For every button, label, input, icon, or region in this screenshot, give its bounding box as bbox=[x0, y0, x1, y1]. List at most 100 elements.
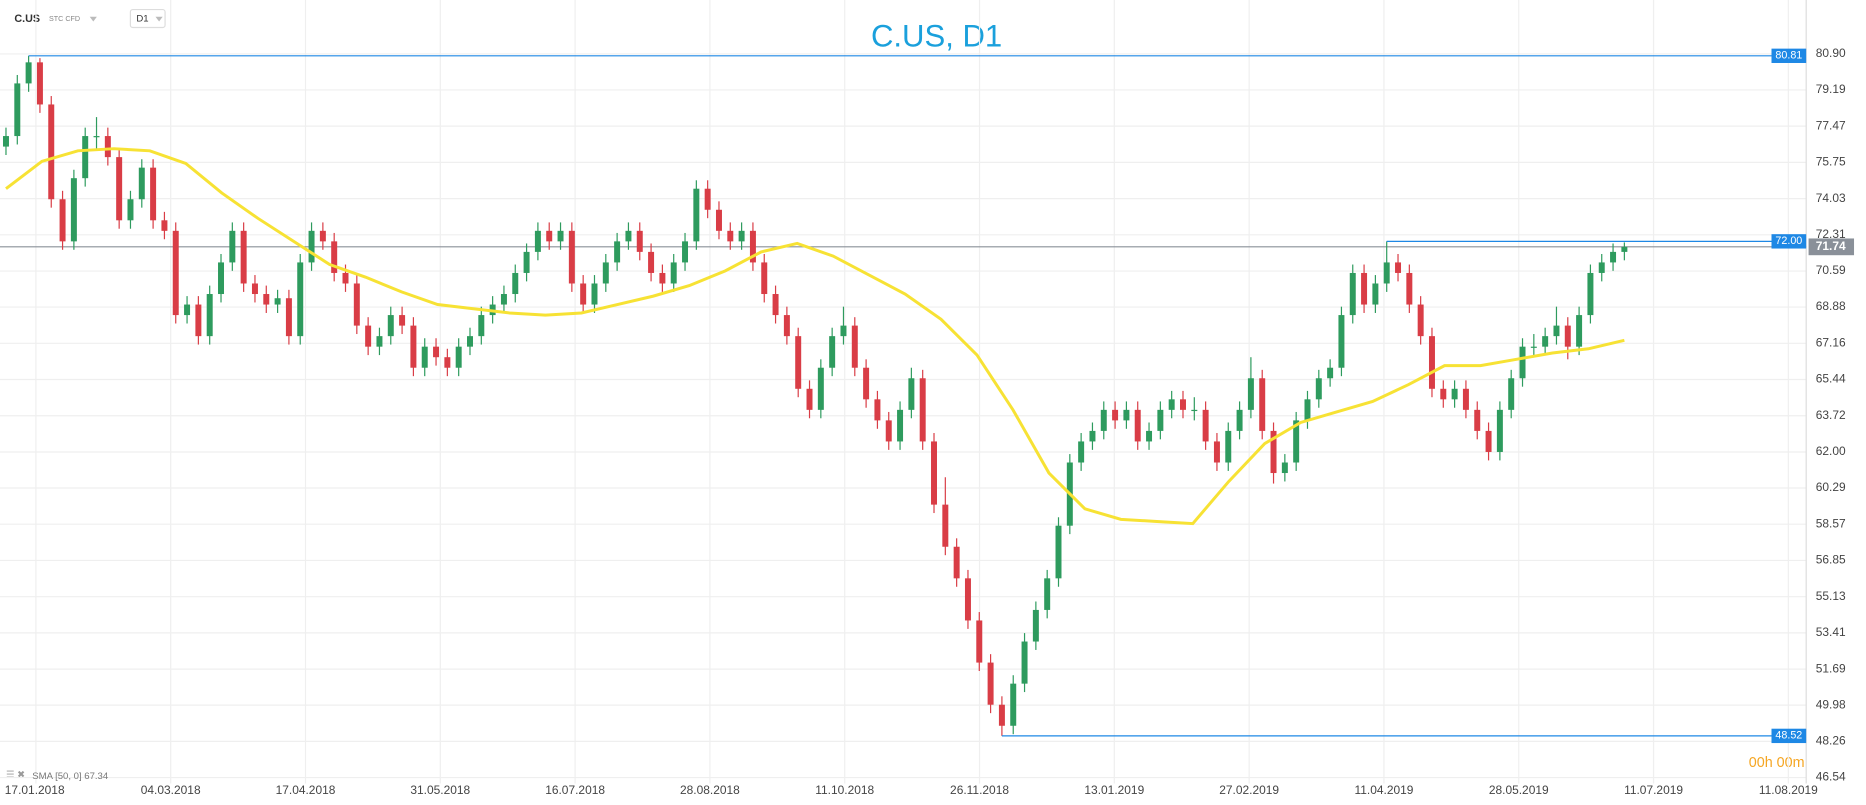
candle-body bbox=[229, 230, 236, 263]
candle-body bbox=[1338, 315, 1345, 368]
candle-body bbox=[1553, 325, 1560, 337]
candle-body bbox=[365, 325, 372, 347]
candle-body bbox=[206, 294, 213, 337]
candle-body bbox=[1078, 441, 1085, 463]
candle-body bbox=[1293, 420, 1300, 463]
candle-body bbox=[1146, 430, 1153, 442]
candle-body bbox=[1485, 430, 1492, 452]
candle-body bbox=[693, 188, 700, 242]
candle-body bbox=[25, 62, 32, 84]
candle-body bbox=[851, 325, 858, 368]
candle-body bbox=[1542, 336, 1549, 347]
y-tick-label: 72.31 bbox=[1816, 227, 1846, 241]
candle-body bbox=[568, 230, 575, 284]
candle-body bbox=[704, 188, 711, 210]
candle-body bbox=[285, 298, 292, 337]
candle-body bbox=[263, 294, 270, 305]
candle-body bbox=[863, 367, 870, 400]
candle-body bbox=[580, 283, 587, 305]
candle-body bbox=[1451, 388, 1458, 400]
y-tick-label: 46.54 bbox=[1816, 770, 1846, 784]
candle-body bbox=[218, 262, 225, 295]
candle-body bbox=[1508, 378, 1515, 410]
candle-body bbox=[195, 304, 202, 337]
candle-body bbox=[2, 136, 9, 147]
x-tick-label: 13.01.2019 bbox=[1084, 783, 1144, 797]
x-tick-label: 27.02.2019 bbox=[1219, 783, 1279, 797]
dropdown-arrow[interactable] bbox=[155, 16, 163, 22]
candle-body bbox=[1168, 399, 1175, 410]
candle-body bbox=[376, 336, 383, 347]
y-tick-label: 51.69 bbox=[1816, 661, 1846, 675]
x-tick-label: 11.07.2019 bbox=[1624, 783, 1683, 797]
y-tick-label: 49.98 bbox=[1816, 697, 1846, 711]
last-price-box bbox=[1808, 238, 1855, 256]
candle-body bbox=[636, 230, 643, 252]
candle-body bbox=[331, 241, 338, 273]
candle-body bbox=[648, 251, 655, 273]
candle-body bbox=[534, 230, 541, 252]
indicator-icons[interactable]: ☰ ✖ bbox=[6, 770, 25, 781]
candle-body bbox=[1202, 409, 1209, 442]
x-tick-label: 31.05.2018 bbox=[410, 783, 470, 797]
candle-body bbox=[1462, 388, 1469, 410]
candle-body bbox=[161, 220, 168, 231]
candle-body bbox=[93, 136, 100, 138]
candle-body bbox=[817, 367, 824, 410]
candle-body bbox=[1089, 430, 1096, 442]
level-box bbox=[1771, 234, 1807, 249]
x-tick-label: 17.01.2018 bbox=[5, 783, 65, 797]
level-label: 80.81 bbox=[1775, 50, 1802, 62]
candle-body bbox=[70, 178, 77, 242]
candle-body bbox=[1496, 409, 1503, 452]
symbol: C.US bbox=[14, 13, 40, 25]
last-price-label: 71.74 bbox=[1816, 239, 1846, 253]
candle-body bbox=[467, 336, 473, 347]
candle-body bbox=[1032, 609, 1039, 642]
candle-body bbox=[727, 230, 734, 242]
candle-body bbox=[342, 272, 349, 284]
candle-body bbox=[908, 378, 915, 410]
candle-body bbox=[319, 230, 326, 242]
y-tick-label: 74.03 bbox=[1816, 191, 1846, 205]
candle-body bbox=[387, 315, 394, 337]
candle-body bbox=[1134, 409, 1141, 442]
candle-body bbox=[749, 230, 756, 263]
candle-body bbox=[682, 241, 689, 263]
dropdown-arrow[interactable] bbox=[89, 16, 97, 22]
candle-body bbox=[1180, 399, 1186, 410]
candle-body bbox=[251, 283, 258, 295]
candle-body bbox=[602, 262, 609, 284]
x-tick-label: 28.08.2018 bbox=[680, 783, 740, 797]
candle-body bbox=[104, 136, 111, 158]
x-tick-label: 26.11.2018 bbox=[950, 783, 1009, 797]
candle-body bbox=[1519, 346, 1526, 379]
candle-body bbox=[1225, 430, 1232, 463]
candle-body bbox=[614, 241, 621, 263]
candle-body bbox=[772, 294, 779, 316]
timeframe-box[interactable] bbox=[129, 8, 166, 29]
candle-body bbox=[523, 251, 530, 273]
candle-body bbox=[806, 388, 813, 410]
candle-body bbox=[138, 167, 145, 200]
candle-body bbox=[715, 209, 722, 231]
y-tick-label: 63.72 bbox=[1816, 408, 1846, 422]
timeframe[interactable]: D1 bbox=[136, 14, 148, 25]
candle-body bbox=[1428, 336, 1435, 389]
candle-body bbox=[885, 420, 892, 442]
candle-body bbox=[353, 283, 360, 326]
candle-body bbox=[670, 262, 677, 284]
chart-title: C.US, D1 bbox=[871, 18, 1002, 53]
candle-body bbox=[625, 230, 632, 242]
candle-body bbox=[1474, 409, 1481, 431]
sma-line bbox=[5, 147, 1625, 526]
instrument: STC CFD bbox=[49, 15, 80, 23]
candle-body bbox=[591, 283, 598, 305]
candle-body bbox=[1621, 246, 1628, 252]
candle-body bbox=[761, 262, 768, 295]
candle-body bbox=[557, 230, 564, 242]
candle-body bbox=[59, 199, 66, 242]
y-tick-label: 77.47 bbox=[1816, 118, 1846, 132]
